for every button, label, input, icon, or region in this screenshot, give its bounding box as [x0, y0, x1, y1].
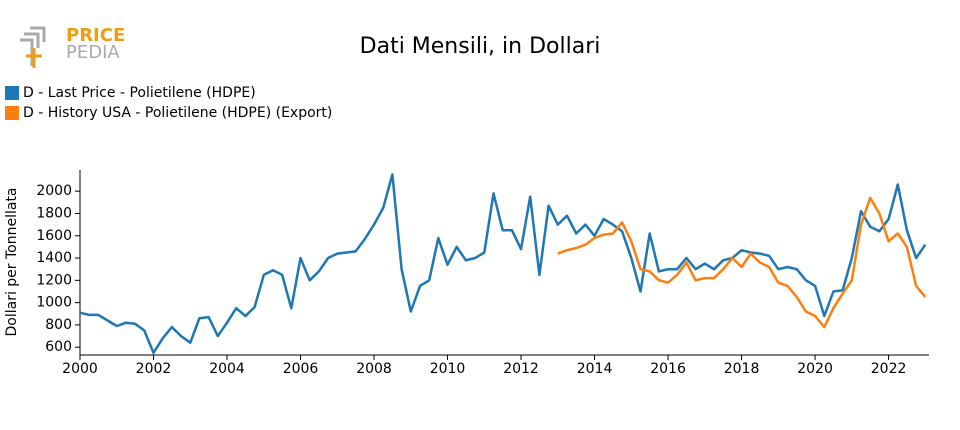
logo: PRICE PEDIA	[20, 25, 125, 68]
y-tick-label: 1800	[36, 205, 72, 221]
y-tick-label: 800	[45, 317, 72, 333]
y-tick-label: 600	[45, 339, 72, 355]
y-tick-label: 1400	[36, 250, 72, 266]
x-tick-label: 2018	[724, 361, 760, 377]
y-tick-label: 1600	[36, 228, 72, 244]
chart-title: Dati Mensili, in Dollari	[360, 34, 601, 59]
series-line	[557, 196, 927, 329]
y-tick-label: 2000	[36, 183, 72, 199]
x-tick-label: 2004	[209, 361, 245, 377]
x-tick-label: 2022	[871, 361, 907, 377]
logo-text: PRICE	[66, 25, 125, 46]
legend-label: D - Last Price - Polietilene (HDPE)	[23, 85, 256, 101]
series-line	[79, 173, 927, 355]
x-tick-label: 2014	[577, 361, 613, 377]
y-tick-label: 1200	[36, 272, 72, 288]
legend-swatch	[5, 86, 19, 100]
legend-swatch	[5, 106, 19, 120]
x-tick-label: 2020	[797, 361, 833, 377]
y-tick-label: 1000	[36, 295, 72, 311]
y-axis-label: Dollari per Tonnellata	[4, 187, 20, 336]
legend-label: D - History USA - Polietilene (HDPE) (Ex…	[23, 105, 332, 121]
x-tick-label: 2002	[136, 361, 172, 377]
x-tick-label: 2012	[503, 361, 539, 377]
x-tick-label: 2000	[62, 361, 98, 377]
x-tick-label: 2008	[356, 361, 392, 377]
x-tick-label: 2010	[430, 361, 466, 377]
logo-subtext: PEDIA	[66, 42, 120, 63]
x-tick-label: 2016	[650, 361, 686, 377]
x-tick-label: 2006	[283, 361, 319, 377]
